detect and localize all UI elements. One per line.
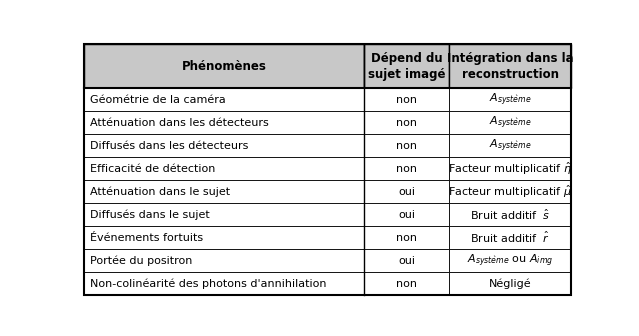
Bar (84, 180, 364, 203)
Text: $A_{syst\grave{e}me}$: $A_{syst\grave{e}me}$ (489, 91, 532, 108)
Text: Atténuation dans le sujet: Atténuation dans le sujet (90, 186, 231, 197)
Text: non: non (396, 141, 417, 151)
Bar (449, 111, 571, 134)
Text: Bruit additif  $\hat{s}$: Bruit additif $\hat{s}$ (470, 207, 550, 222)
Text: Diffusés dans les détecteurs: Diffusés dans les détecteurs (90, 141, 249, 151)
Text: $A_{syst\grave{e}me}$: $A_{syst\grave{e}me}$ (489, 137, 532, 154)
Text: oui: oui (398, 256, 415, 266)
Bar (449, 134, 571, 157)
Text: oui: oui (398, 186, 415, 197)
Bar (84, 249, 364, 272)
Text: Dépend du
sujet imagé: Dépend du sujet imagé (368, 52, 445, 81)
Bar (364, 157, 449, 180)
Bar (84, 272, 364, 295)
Text: Phénomènes: Phénomènes (181, 60, 266, 73)
Bar (84, 134, 364, 157)
Text: Non-colinéarité des photons d'annihilation: Non-colinéarité des photons d'annihilati… (90, 279, 327, 289)
Text: non: non (396, 118, 417, 128)
Text: non: non (396, 233, 417, 243)
Text: non: non (396, 279, 417, 289)
Bar (449, 44, 571, 88)
Bar (364, 203, 449, 226)
Text: $A_{syst\grave{e}me}$ ou $A_{img}$: $A_{syst\grave{e}me}$ ou $A_{img}$ (467, 252, 553, 269)
Text: $A_{syst\grave{e}me}$: $A_{syst\grave{e}me}$ (489, 115, 532, 131)
Bar (364, 249, 449, 272)
Text: Bruit additif  $\hat{r}$: Bruit additif $\hat{r}$ (470, 230, 550, 245)
Text: Portée du positron: Portée du positron (90, 255, 192, 266)
Text: Négligé: Négligé (489, 279, 532, 289)
Bar (364, 134, 449, 157)
Text: Événements fortuits: Événements fortuits (90, 233, 203, 243)
Text: Diffusés dans le sujet: Diffusés dans le sujet (90, 209, 210, 220)
Bar (364, 180, 449, 203)
Bar (449, 249, 571, 272)
Text: Facteur multiplicatif $\hat{\mu}$: Facteur multiplicatif $\hat{\mu}$ (449, 183, 572, 200)
Bar (449, 157, 571, 180)
Text: Géométrie de la caméra: Géométrie de la caméra (90, 95, 226, 104)
Bar (364, 88, 449, 111)
Text: non: non (396, 95, 417, 104)
Bar (449, 226, 571, 249)
Text: Facteur multiplicatif $\hat{\eta}$: Facteur multiplicatif $\hat{\eta}$ (449, 160, 572, 177)
Text: Intégration dans la
reconstruction: Intégration dans la reconstruction (447, 52, 574, 81)
Bar (364, 111, 449, 134)
Bar (449, 203, 571, 226)
Text: non: non (396, 164, 417, 174)
Bar (364, 226, 449, 249)
Bar (84, 88, 364, 111)
Bar (449, 88, 571, 111)
Bar (84, 203, 364, 226)
Text: Efficacité de détection: Efficacité de détection (90, 164, 215, 174)
Bar (84, 157, 364, 180)
Bar (449, 180, 571, 203)
Bar (364, 272, 449, 295)
Bar (84, 44, 364, 88)
Bar (449, 272, 571, 295)
Bar (84, 111, 364, 134)
Text: Atténuation dans les détecteurs: Atténuation dans les détecteurs (90, 118, 269, 128)
Text: oui: oui (398, 210, 415, 220)
Bar (364, 44, 449, 88)
Bar (84, 226, 364, 249)
